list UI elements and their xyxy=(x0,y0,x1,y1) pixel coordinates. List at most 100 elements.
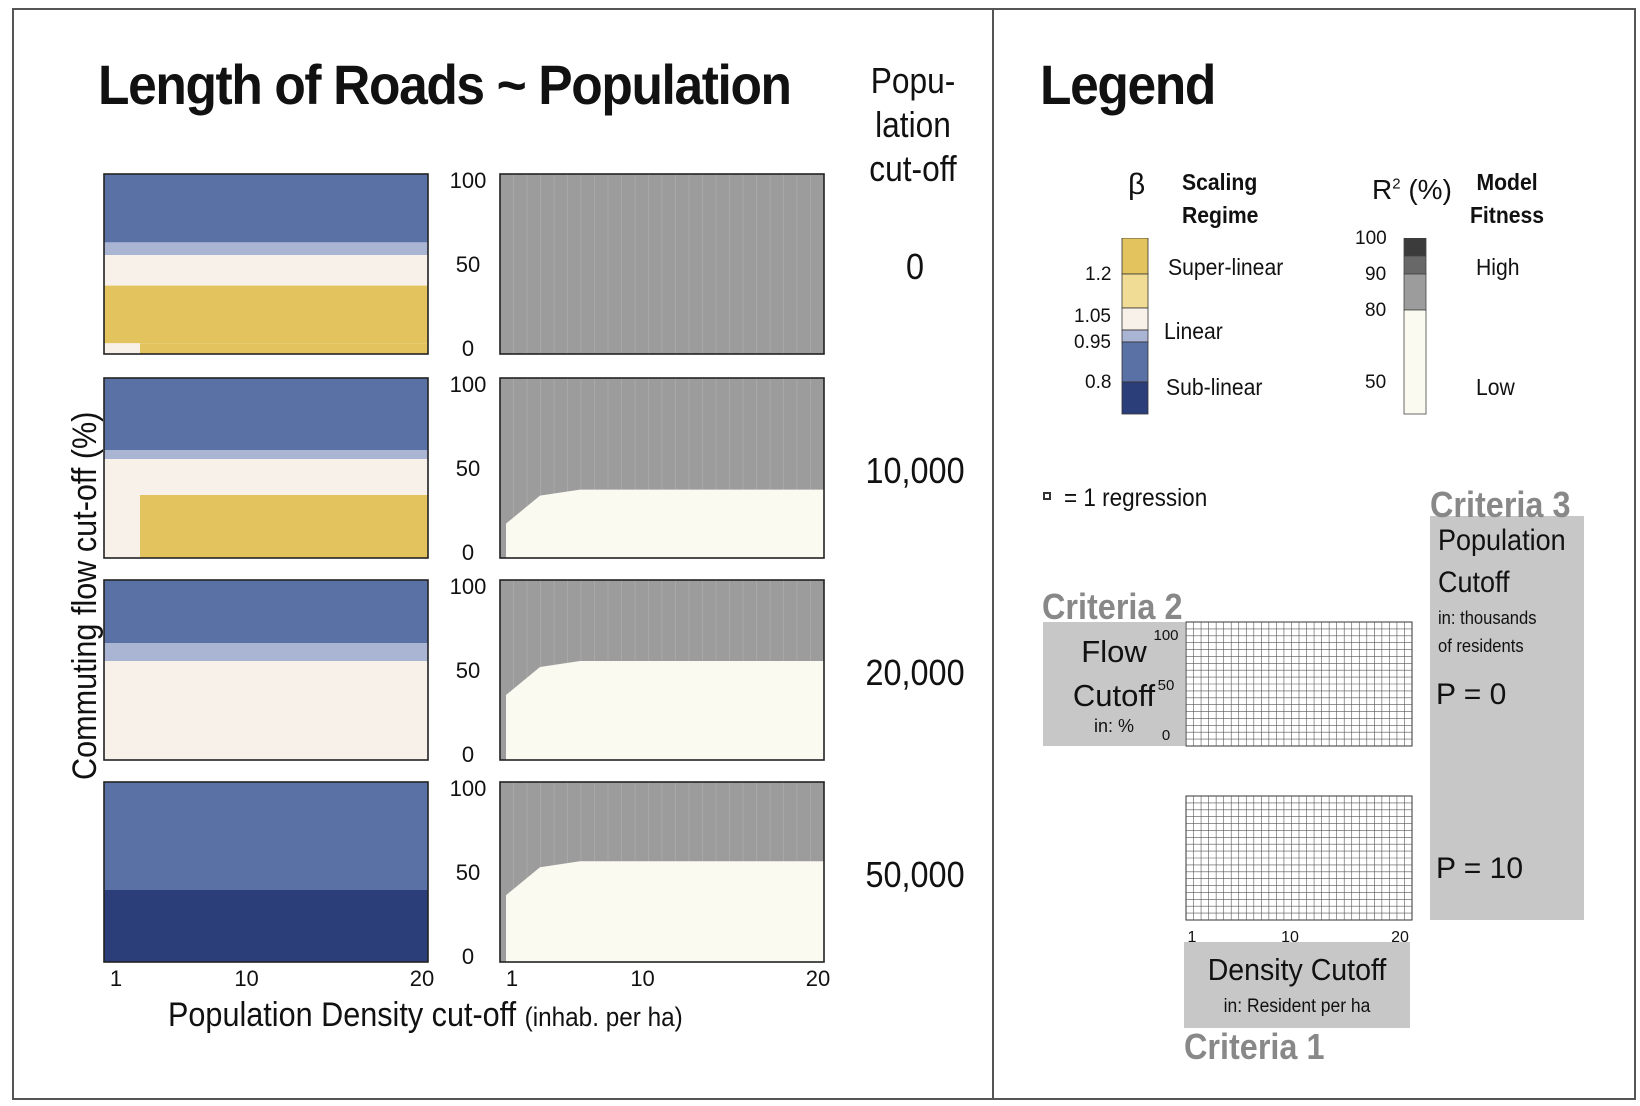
population-header: Popu- lation cut-off xyxy=(865,60,962,190)
super-linear-label: Super-linear xyxy=(1168,254,1284,280)
r2-heading: R2 (%) xyxy=(1372,174,1452,206)
r2-panel-frame-3 xyxy=(499,781,825,963)
r2-tick-80: 80 xyxy=(1365,300,1387,321)
scaling-regime-line2: Regime xyxy=(1182,202,1259,228)
beta-panel-frame-1 xyxy=(103,377,429,559)
density-cutoff-box xyxy=(1184,942,1410,1028)
beta-band-2-1 xyxy=(104,643,428,661)
beta-tick-0-8: 0.8 xyxy=(1085,372,1112,393)
heatmap-row-2: 100 50 0 xyxy=(103,574,825,767)
density-cutoff-label: Density Cutoff xyxy=(1207,952,1387,987)
r2-tick-50: 50 xyxy=(1365,372,1387,393)
flow-line1: Flow xyxy=(1081,634,1147,669)
y-tick-0-2: 0 xyxy=(462,336,474,361)
criteria-1-label: Criteria 1 xyxy=(1184,1026,1325,1067)
beta-colorbar-segment-5 xyxy=(1121,381,1149,415)
r2-tick-100: 100 xyxy=(1355,228,1387,249)
r2-background-0 xyxy=(500,174,824,354)
beta-band-2-0 xyxy=(104,580,428,643)
beta-band-3-0 xyxy=(104,782,428,890)
beta-band-0-0 xyxy=(104,174,428,243)
r2-low-region-1 xyxy=(506,489,824,558)
high-label: High xyxy=(1476,254,1520,280)
panel-divider xyxy=(992,8,994,1100)
r2-unit: (%) xyxy=(1400,174,1452,205)
figure-frame xyxy=(12,8,1636,1100)
beta-tick-0-95: 0.95 xyxy=(1074,332,1111,353)
beta-linear-edge-1 xyxy=(104,495,140,558)
beta-panel-frame-2 xyxy=(103,579,429,761)
mini-grid-bottom xyxy=(1185,795,1413,921)
flow-unit: in: % xyxy=(1093,716,1135,736)
beta-band-0-4 xyxy=(104,343,428,354)
model-fitness-heading: Model Fitness xyxy=(1470,166,1544,232)
population-value-1: 10,000 xyxy=(865,450,965,491)
r2-tick-90: 90 xyxy=(1365,264,1387,285)
beta-band-1-0 xyxy=(104,378,428,450)
density-unit: in: Resident per ha xyxy=(1223,996,1371,1017)
regression-note: = 1 regression xyxy=(1064,484,1208,512)
x-tick-0-2: 20 xyxy=(410,966,434,991)
y-tick-2-2: 0 xyxy=(462,742,474,767)
heatmap-row-1: 100 50 0 xyxy=(103,372,825,565)
r2-low-region-2 xyxy=(506,661,824,760)
r2-superscript: 2 xyxy=(1392,175,1401,193)
mini-x-tick-2: 20 xyxy=(1391,929,1409,946)
mini-x-tick-0: 1 xyxy=(1188,929,1197,946)
beta-symbol: β xyxy=(1128,168,1146,201)
population-unit: in: thousands of residents xyxy=(1438,604,1537,660)
scaling-regime-heading: Scaling Regime xyxy=(1182,166,1258,232)
r2-panel-frame-2 xyxy=(499,579,825,761)
y-tick-3-2: 0 xyxy=(462,944,474,969)
beta-panel-frame-0 xyxy=(103,173,429,355)
beta-band-2-2 xyxy=(104,661,428,760)
y-tick-0-0: 100 xyxy=(450,168,487,193)
model-fitness-line2: Fitness xyxy=(1470,202,1545,228)
linear-label: Linear xyxy=(1164,318,1223,344)
y-tick-3-1: 50 xyxy=(456,860,480,885)
pop-unit-line1: in: thousands xyxy=(1438,608,1537,628)
regression-square-icon xyxy=(1043,492,1051,500)
r2-panel-frame-0 xyxy=(499,173,825,355)
r2-colorbar-segment-3 xyxy=(1403,309,1427,415)
heatmap-row-3: 100 50 0 xyxy=(103,776,825,969)
population-cutoff-text: Population Cutoff xyxy=(1438,520,1566,604)
beta-panel-frame-3 xyxy=(103,781,429,963)
x-tick-1-1: 10 xyxy=(630,966,654,991)
x-tick-0-1: 10 xyxy=(234,966,258,991)
x-axis-label: Population Density cut-off (inhab. per h… xyxy=(168,996,683,1035)
population-header-line1: Popu- xyxy=(870,60,956,101)
x-axis-label-main: Population Density cut-off xyxy=(168,996,517,1034)
population-header-line2: lation xyxy=(875,104,951,145)
criteria-2-label: Criteria 2 xyxy=(1042,586,1183,627)
beta-band-0-3 xyxy=(104,285,428,344)
mini-y-tick-0: 100 xyxy=(1153,627,1178,644)
beta-band-1-2 xyxy=(104,459,428,495)
flow-cutoff-box xyxy=(1043,622,1185,746)
criteria-3-label: Criteria 3 xyxy=(1430,484,1571,525)
beta-band-1-3 xyxy=(104,495,428,558)
y-tick-2-0: 100 xyxy=(450,574,487,599)
x-axis-label-unit: (inhab. per ha) xyxy=(524,1002,683,1032)
r2-panel-frame-1 xyxy=(499,377,825,559)
beta-colorbar xyxy=(1121,238,1149,415)
beta-band-0-1 xyxy=(104,242,428,255)
pop-line2: Cutoff xyxy=(1438,566,1510,599)
chart-title: Length of Roads ~ Population xyxy=(98,53,792,116)
legend-title: Legend xyxy=(1040,53,1216,116)
r2-label: R xyxy=(1372,174,1393,205)
x-tick-0-0: 1 xyxy=(110,966,122,991)
y-tick-0-1: 50 xyxy=(456,252,480,277)
y-tick-1-2: 0 xyxy=(462,540,474,565)
y-tick-1-0: 100 xyxy=(450,372,487,397)
beta-band-3-1 xyxy=(104,890,428,962)
p0-label: P = 0 xyxy=(1436,678,1507,711)
mini-y-tick-1: 50 xyxy=(1158,677,1175,694)
mini-x-tick-1: 10 xyxy=(1281,929,1299,946)
mini-grid-top xyxy=(1185,621,1413,747)
population-cutoff-box xyxy=(1430,516,1584,920)
population-header-line3: cut-off xyxy=(869,148,957,189)
scaling-regime-line1: Scaling xyxy=(1182,169,1258,195)
